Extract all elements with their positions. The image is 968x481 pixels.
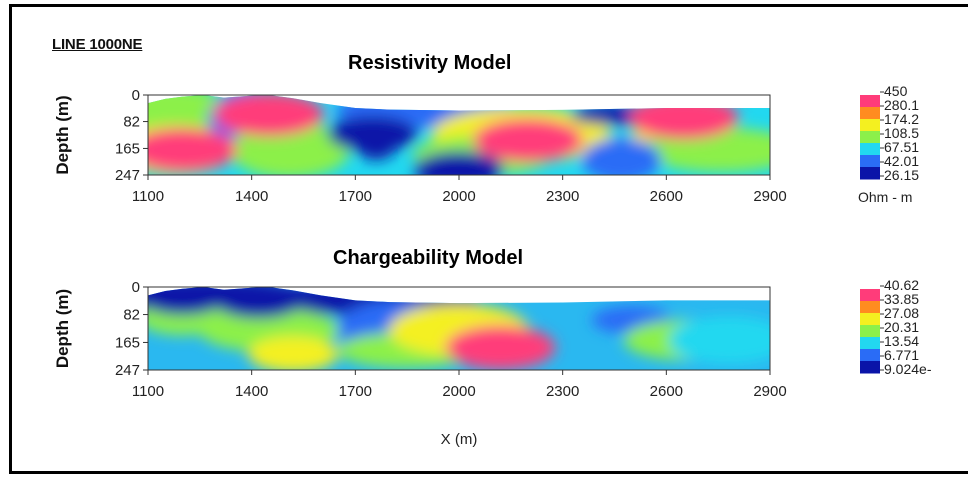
x-tick-label: 2300 xyxy=(546,383,579,400)
x-axis-label: X (m) xyxy=(441,431,478,448)
anomaly-low-4 xyxy=(148,287,228,316)
colorbar-segment xyxy=(860,313,880,326)
y-tick-label: 165 xyxy=(115,140,140,157)
y-tick-label: 247 xyxy=(115,167,140,184)
x-tick-label: 2000 xyxy=(442,383,475,400)
x-tick-label: 2900 xyxy=(753,383,786,400)
resistivity-title: Resistivity Model xyxy=(348,52,512,74)
colorbar-label: 13.54 xyxy=(884,333,919,349)
chargeability-title: Chargeability Model xyxy=(333,247,524,269)
colorbar-label: 26.15 xyxy=(884,167,919,183)
anomaly-high-0 xyxy=(445,325,556,370)
anomaly-medium-high-1 xyxy=(248,336,339,370)
y-axis-label: Depth (m) xyxy=(53,95,72,174)
y-tick-label: 82 xyxy=(123,307,140,324)
x-tick-label: 1700 xyxy=(339,188,372,205)
colorbar-label: 67.51 xyxy=(884,139,919,155)
x-tick-label: 1100 xyxy=(132,188,164,205)
colorbar-segment xyxy=(860,349,880,362)
colorbar-segment xyxy=(860,119,880,132)
x-tick-label: 2600 xyxy=(650,188,683,205)
colorbar-label: 108.5 xyxy=(884,125,919,141)
colorbar-segment xyxy=(860,155,880,168)
x-tick-label: 2000 xyxy=(442,188,475,205)
anomaly-high-0 xyxy=(148,128,238,173)
x-tick-label: 1400 xyxy=(235,188,268,205)
y-tick-label: 0 xyxy=(132,87,140,104)
colorbar-label: 33.85 xyxy=(884,291,919,307)
anomaly-high-1 xyxy=(213,95,324,137)
colorbar-segment xyxy=(860,301,880,314)
x-tick-label: 2600 xyxy=(650,383,683,400)
colorbar-label: 9.024e- xyxy=(884,361,932,377)
x-tick-label: 1700 xyxy=(339,383,372,400)
anomaly-low-5 xyxy=(414,151,504,175)
colorbar-label: 280.1 xyxy=(884,97,919,113)
anomaly-high-2 xyxy=(473,118,584,163)
x-tick-label: 2300 xyxy=(546,188,579,205)
colorbar-segment xyxy=(860,131,880,144)
colorbar-segment xyxy=(860,143,880,156)
figure-frame xyxy=(9,4,968,474)
anomaly-low-4 xyxy=(327,115,418,152)
colorbar-label: 450 xyxy=(884,83,908,99)
colorbar-segment xyxy=(860,289,880,302)
y-tick-label: 0 xyxy=(132,279,140,296)
x-tick-label: 2900 xyxy=(753,188,786,205)
y-tick-label: 82 xyxy=(123,114,140,131)
colorbar-segment xyxy=(860,167,880,180)
colorbar-unit: Ohm - m xyxy=(858,189,912,205)
anomaly-high-3 xyxy=(628,95,739,140)
colorbar-segment xyxy=(860,325,880,338)
colorbar-segment xyxy=(860,337,880,350)
colorbar-label: 20.31 xyxy=(884,319,919,335)
y-tick-label: 165 xyxy=(115,334,140,351)
colorbar-label: 40.62 xyxy=(884,277,919,293)
line-label: LINE 1000NE xyxy=(52,36,143,53)
model-1-section xyxy=(148,287,770,370)
colorbar-label: 6.771 xyxy=(884,347,919,363)
colorbar-segment xyxy=(860,107,880,120)
anomaly-low-3 xyxy=(213,287,304,319)
y-tick-label: 247 xyxy=(115,362,140,379)
x-tick-label: 1400 xyxy=(235,383,268,400)
x-tick-label: 1100 xyxy=(132,383,164,400)
model-0-section xyxy=(148,95,770,175)
colorbar-segment xyxy=(860,95,880,108)
colorbar-label: 42.01 xyxy=(884,153,919,169)
colorbar-label: 174.2 xyxy=(884,111,919,127)
y-axis-label: Depth (m) xyxy=(53,289,72,368)
colorbar-label: 27.08 xyxy=(884,305,919,321)
colorbar-segment xyxy=(860,361,880,374)
